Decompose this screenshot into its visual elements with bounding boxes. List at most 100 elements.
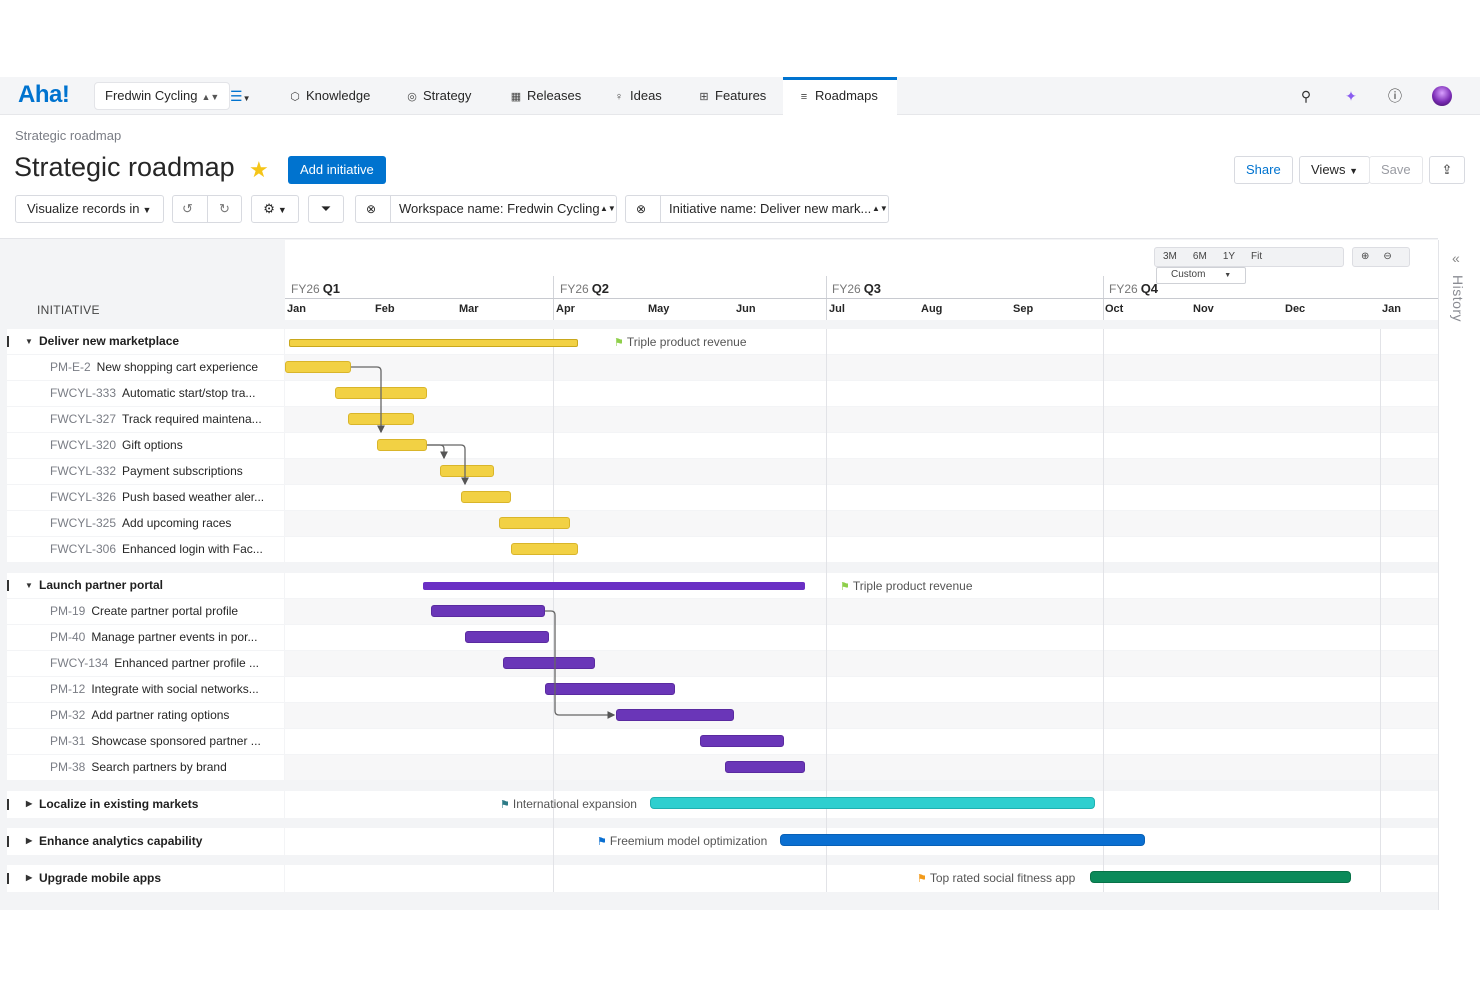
add-initiative-button[interactable]: Add initiative	[288, 156, 386, 184]
feature-row[interactable]: FWCYL-332 Payment subscriptions	[7, 459, 1438, 485]
zoom-1y[interactable]: 1Y	[1222, 251, 1236, 262]
feature-label[interactable]: FWCYL-325 Add upcoming races	[7, 511, 284, 536]
drag-handle[interactable]	[7, 836, 9, 847]
nav-strategy[interactable]: ◎ Strategy	[391, 77, 485, 115]
feature-label[interactable]: PM-38 Search partners by brand	[7, 755, 284, 780]
settings-dropdown[interactable]: ⚙ ▼	[251, 195, 299, 223]
workspace-filter[interactable]: ⊗ Workspace name: Fredwin Cycling ▲▼	[355, 195, 617, 223]
zoom-6m[interactable]: 6M	[1192, 251, 1207, 262]
initiative-filter[interactable]: ⊗ Initiative name: Deliver new mark... ▲…	[625, 195, 889, 223]
feature-row[interactable]: PM-19 Create partner portal profile	[7, 599, 1438, 625]
feature-bar[interactable]	[503, 657, 595, 669]
nav-ideas[interactable]: ♀ Ideas	[598, 77, 676, 115]
feature-label[interactable]: FWCYL-306 Enhanced login with Fac...	[7, 537, 284, 562]
drag-handle[interactable]	[7, 336, 9, 347]
feature-bar[interactable]	[461, 491, 511, 503]
double-chevron-left-icon[interactable]: «	[1452, 250, 1460, 266]
feature-row[interactable]: FWCYL-326 Push based weather aler...	[7, 485, 1438, 511]
undo-icon[interactable]: ↺	[182, 201, 193, 216]
initiative-row[interactable]: ▶ Upgrade mobile apps	[7, 865, 1438, 892]
nav-roadmaps[interactable]: ≡ Roadmaps	[783, 77, 897, 115]
feature-row[interactable]: FWCYL-306 Enhanced login with Fac...	[7, 537, 1438, 563]
feature-label[interactable]: PM-32 Add partner rating options	[7, 703, 284, 728]
initiative-label[interactable]: ▶ Localize in existing markets	[7, 791, 284, 818]
aha-logo[interactable]: Aha!	[18, 81, 70, 108]
feature-bar[interactable]	[499, 517, 570, 529]
save-button[interactable]: Save	[1369, 156, 1423, 184]
goal-marker[interactable]: ⚑ Top rated social fitness app	[917, 871, 1075, 885]
initiative-bar[interactable]	[780, 834, 1145, 846]
initiative-bar[interactable]	[423, 582, 805, 590]
initiative-row[interactable]: ▼ Launch partner portal	[7, 573, 1438, 599]
initiative-label[interactable]: ▶ Upgrade mobile apps	[7, 865, 284, 892]
search-icon[interactable]: ⚲	[1300, 88, 1312, 104]
feature-row[interactable]: PM-E-2 New shopping cart experience	[7, 355, 1438, 381]
filter-button[interactable]: ⏷	[308, 195, 344, 223]
initiative-label[interactable]: ▼ Deliver new marketplace	[7, 329, 284, 354]
feature-row[interactable]: FWCY-134 Enhanced partner profile ...	[7, 651, 1438, 677]
zoom-in-icon[interactable]: ⊕	[1361, 251, 1370, 262]
zoom-fit[interactable]: Fit	[1251, 251, 1263, 262]
export-button[interactable]: ⇪	[1429, 156, 1465, 184]
feature-label[interactable]: PM-40 Manage partner events in por...	[7, 625, 284, 650]
feature-row[interactable]: PM-12 Integrate with social networks...	[7, 677, 1438, 703]
drag-handle[interactable]	[7, 580, 9, 591]
feature-bar[interactable]	[700, 735, 784, 747]
feature-label[interactable]: PM-31 Showcase sponsored partner ...	[7, 729, 284, 754]
drag-handle[interactable]	[7, 799, 9, 810]
nav-knowledge[interactable]: ⬡ Knowledge	[274, 77, 384, 115]
redo-icon[interactable]: ↻	[219, 201, 230, 216]
initiative-label[interactable]: ▶ Enhance analytics capability	[7, 828, 284, 855]
feature-row[interactable]: FWCYL-320 Gift options	[7, 433, 1438, 459]
feature-row[interactable]: PM-38 Search partners by brand	[7, 755, 1438, 781]
caret-right-icon[interactable]: ▶	[26, 836, 33, 845]
workspace-menu-button[interactable]: ☰▼	[230, 87, 256, 105]
views-button[interactable]: Views ▼	[1299, 156, 1370, 184]
feature-label[interactable]: PM-12 Integrate with social networks...	[7, 677, 284, 702]
drag-handle[interactable]	[7, 873, 9, 884]
feature-bar[interactable]	[440, 465, 494, 477]
share-button[interactable]: Share	[1234, 156, 1293, 184]
feature-label[interactable]: FWCYL-332 Payment subscriptions	[7, 459, 284, 484]
help-icon[interactable]: ⓘ	[1388, 88, 1402, 104]
zoom-out-icon[interactable]: ⊖	[1383, 251, 1392, 262]
feature-bar[interactable]	[285, 361, 351, 373]
feature-bar[interactable]	[616, 709, 734, 721]
feature-row[interactable]: FWCYL-333 Automatic start/stop tra...	[7, 381, 1438, 407]
user-avatar[interactable]	[1432, 86, 1452, 106]
feature-bar[interactable]	[431, 605, 545, 617]
feature-label[interactable]: FWCYL-327 Track required maintena...	[7, 407, 284, 432]
caret-right-icon[interactable]: ▶	[26, 799, 33, 808]
zoom-3m[interactable]: 3M	[1163, 251, 1177, 262]
ai-sparkle-icon[interactable]: ✦	[1345, 88, 1357, 104]
feature-bar[interactable]	[545, 683, 675, 695]
feature-row[interactable]: FWCYL-327 Track required maintena...	[7, 407, 1438, 433]
workspace-selector[interactable]: Fredwin Cycling ▲▼	[94, 82, 231, 110]
feature-label[interactable]: FWCYL-326 Push based weather aler...	[7, 485, 284, 510]
breadcrumb[interactable]: Strategic roadmap	[15, 128, 122, 143]
goal-marker[interactable]: ⚑ International expansion	[500, 797, 637, 811]
initiative-label[interactable]: ▼ Launch partner portal	[7, 573, 284, 598]
feature-row[interactable]: PM-32 Add partner rating options	[7, 703, 1438, 729]
caret-right-icon[interactable]: ▶	[26, 873, 33, 882]
visualize-records-dropdown[interactable]: Visualize records in ▼	[15, 195, 164, 223]
feature-label[interactable]: PM-19 Create partner portal profile	[7, 599, 284, 624]
feature-row[interactable]: PM-31 Showcase sponsored partner ...	[7, 729, 1438, 755]
remove-filter-icon[interactable]: ⊗	[636, 202, 647, 216]
history-panel-label[interactable]: History	[1450, 275, 1466, 323]
goal-marker[interactable]: ⚑ Triple product revenue	[840, 579, 973, 593]
initiative-bar[interactable]	[1090, 871, 1351, 883]
caret-down-icon[interactable]: ▼	[25, 581, 33, 590]
feature-bar[interactable]	[377, 439, 427, 451]
initiative-bar[interactable]	[650, 797, 1095, 809]
feature-bar[interactable]	[511, 543, 578, 555]
goal-marker[interactable]: ⚑ Freemium model optimization	[597, 834, 767, 848]
feature-label[interactable]: FWCYL-320 Gift options	[7, 433, 284, 458]
feature-label[interactable]: PM-E-2 New shopping cart experience	[7, 355, 284, 380]
feature-bar[interactable]	[725, 761, 805, 773]
goal-marker[interactable]: ⚑ Triple product revenue	[614, 335, 747, 349]
nav-releases[interactable]: ▦ Releases	[495, 77, 595, 115]
zoom-custom-dropdown[interactable]: Custom ▼	[1156, 267, 1247, 284]
feature-bar[interactable]	[465, 631, 549, 643]
feature-label[interactable]: FWCYL-333 Automatic start/stop tra...	[7, 381, 284, 406]
